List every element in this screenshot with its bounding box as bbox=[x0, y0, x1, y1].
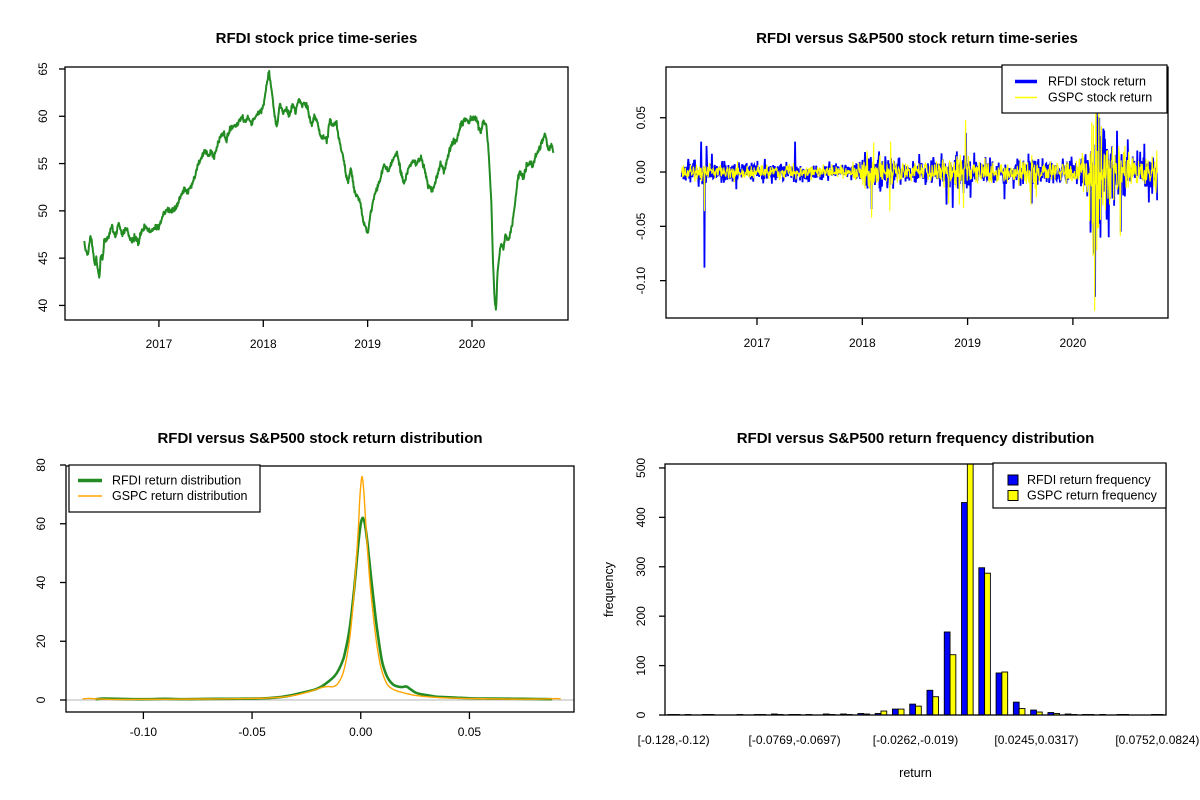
legend-box bbox=[992, 462, 1167, 509]
y-tick-label: 40 bbox=[34, 576, 48, 590]
panel3-plot-box bbox=[65, 465, 575, 713]
rfdi-bar bbox=[926, 689, 934, 716]
panel2-plot-box bbox=[665, 66, 1169, 319]
legend-label: RFDI return distribution bbox=[112, 474, 241, 488]
legend-box bbox=[68, 464, 261, 513]
y-tick-label: 0.00 bbox=[634, 160, 648, 184]
x-tick-label: 2017 bbox=[146, 337, 173, 351]
x-tick-label: 2018 bbox=[250, 337, 277, 351]
y-tick-label: 55 bbox=[36, 157, 50, 171]
panel3-title: RFDI versus S&P500 stock return distribu… bbox=[157, 430, 482, 447]
y-tick-label: -0.05 bbox=[634, 212, 648, 240]
y-tick-label: 60 bbox=[34, 517, 48, 531]
gspc-bar bbox=[949, 654, 957, 716]
legend-box bbox=[1001, 64, 1168, 114]
x-tick-label: 2017 bbox=[744, 336, 771, 350]
x-tick-label: -0.05 bbox=[238, 725, 266, 739]
bin-tick-label: [-0.128,-0.12) bbox=[638, 733, 710, 747]
y-tick-label: 200 bbox=[634, 606, 648, 626]
y-tick-label: 300 bbox=[634, 556, 648, 576]
panel2-axes: 0.05 0.00 -0.05 -0.10 2017 2018 2019 2020 bbox=[634, 106, 1087, 350]
bin-tick-label: [-0.0262,-0.019) bbox=[873, 733, 958, 747]
panel1-price-timeseries: 40 45 50 55 60 65 2017 2018 2019 2020 RFDI stock p… bbox=[36, 30, 569, 351]
x-tick-label: 2020 bbox=[459, 337, 486, 351]
legend-swatch-rfdi bbox=[1007, 474, 1019, 486]
x-tick-label: 2018 bbox=[849, 336, 876, 350]
gspc-bar bbox=[984, 572, 991, 716]
x-tick-label: 0.05 bbox=[458, 725, 482, 739]
legend-label: GSPC return distribution bbox=[112, 489, 248, 503]
gspc-density-curve bbox=[82, 475, 561, 701]
x-tick-label: 2019 bbox=[354, 337, 381, 351]
panel1-plot-box bbox=[64, 66, 569, 321]
y-tick-label: 0.05 bbox=[634, 106, 648, 130]
y-tick-label: 40 bbox=[36, 298, 50, 312]
y-tick-label: 80 bbox=[34, 458, 48, 472]
x-tick-label: 0.00 bbox=[349, 725, 373, 739]
x-tick-label: 2020 bbox=[1060, 336, 1087, 350]
gspc-bar bbox=[1001, 671, 1009, 716]
panel2-return-timeseries: 0.05 0.00 -0.05 -0.10 2017 2018 2019 2020 RFDI s… bbox=[634, 30, 1169, 350]
y-tick-label: 400 bbox=[634, 507, 648, 527]
panel2-legend: RFDI stock return GSPC stock return bbox=[1001, 64, 1168, 114]
rfdi-bar bbox=[1030, 709, 1037, 716]
rfdi-price-line bbox=[83, 69, 555, 311]
gspc-bar bbox=[897, 708, 905, 716]
panel3-axes: 0 20 40 60 80 -0.10 -0.05 0.00 0.05 bbox=[34, 458, 481, 739]
y-tick-label: 0 bbox=[34, 696, 48, 703]
legend-label: GSPC stock return bbox=[1048, 91, 1152, 105]
gspc-bar bbox=[915, 705, 922, 716]
gspc-return-line bbox=[681, 69, 1158, 312]
y-tick-label: 45 bbox=[36, 251, 50, 265]
legend-label: RFDI return frequency bbox=[1027, 473, 1151, 487]
rfdi-density-curve bbox=[95, 516, 553, 701]
gspc-bar bbox=[966, 463, 974, 716]
y-tick-label: -0.10 bbox=[634, 267, 648, 295]
rfdi-bar bbox=[891, 708, 899, 716]
rfdi-bar bbox=[909, 703, 916, 716]
gspc-bar bbox=[1018, 708, 1026, 716]
y-tick-label: 65 bbox=[36, 62, 50, 76]
y-tick-label: 500 bbox=[634, 458, 648, 478]
legend-swatch-gspc bbox=[1007, 490, 1019, 501]
x-axis-label: return bbox=[899, 766, 932, 780]
rfdi-bar bbox=[943, 631, 951, 716]
legend-label: GSPC return frequency bbox=[1027, 489, 1158, 503]
legend-label: RFDI stock return bbox=[1048, 75, 1146, 89]
y-axis-label: frequency bbox=[602, 561, 616, 617]
panel4-axes: 0 100 200 300 400 500 [-0.128,-0.12) [-0.0769,-… bbox=[634, 458, 1199, 747]
panel4-title: RFDI versus S&P500 return frequency dist… bbox=[737, 430, 1095, 447]
panel4-return-frequency: 0 100 200 300 400 500 [-0.128,-0.12) [-0.0769,-… bbox=[602, 430, 1199, 780]
bin-tick-label: [0.0245,0.0317) bbox=[994, 733, 1078, 747]
x-tick-label: -0.10 bbox=[130, 725, 158, 739]
panel1-axes: 40 45 50 55 60 65 2017 2018 2019 2020 bbox=[36, 62, 486, 351]
bin-tick-label: [-0.0769,-0.0697) bbox=[749, 733, 841, 747]
panel1-title: RFDI stock price time-series bbox=[216, 30, 418, 47]
rfdi-bar bbox=[1012, 701, 1020, 716]
rfdi-bar bbox=[978, 567, 986, 716]
bin-tick-label: [0.0752,0.0824) bbox=[1115, 733, 1199, 747]
rfdi-return-line bbox=[680, 98, 1159, 297]
y-tick-label: 20 bbox=[34, 634, 48, 648]
gspc-bar bbox=[932, 696, 940, 716]
y-tick-label: 60 bbox=[36, 109, 50, 123]
x-tick-label: 2019 bbox=[954, 336, 981, 350]
panel4-legend: RFDI return frequency GSPC return frequen… bbox=[992, 462, 1167, 509]
panel3-return-distribution: 0 20 40 60 80 -0.10 -0.05 0.00 0.05 RFDI return d… bbox=[34, 430, 575, 739]
y-tick-label: 100 bbox=[634, 655, 648, 675]
rfdi-bar bbox=[995, 672, 1003, 716]
panel2-title: RFDI versus S&P500 stock return time-ser… bbox=[756, 30, 1078, 47]
y-tick-label: 50 bbox=[36, 204, 50, 218]
y-tick-label: 0 bbox=[634, 711, 648, 718]
panel4-plot-box bbox=[664, 463, 1167, 716]
rfdi-bar bbox=[961, 502, 968, 716]
